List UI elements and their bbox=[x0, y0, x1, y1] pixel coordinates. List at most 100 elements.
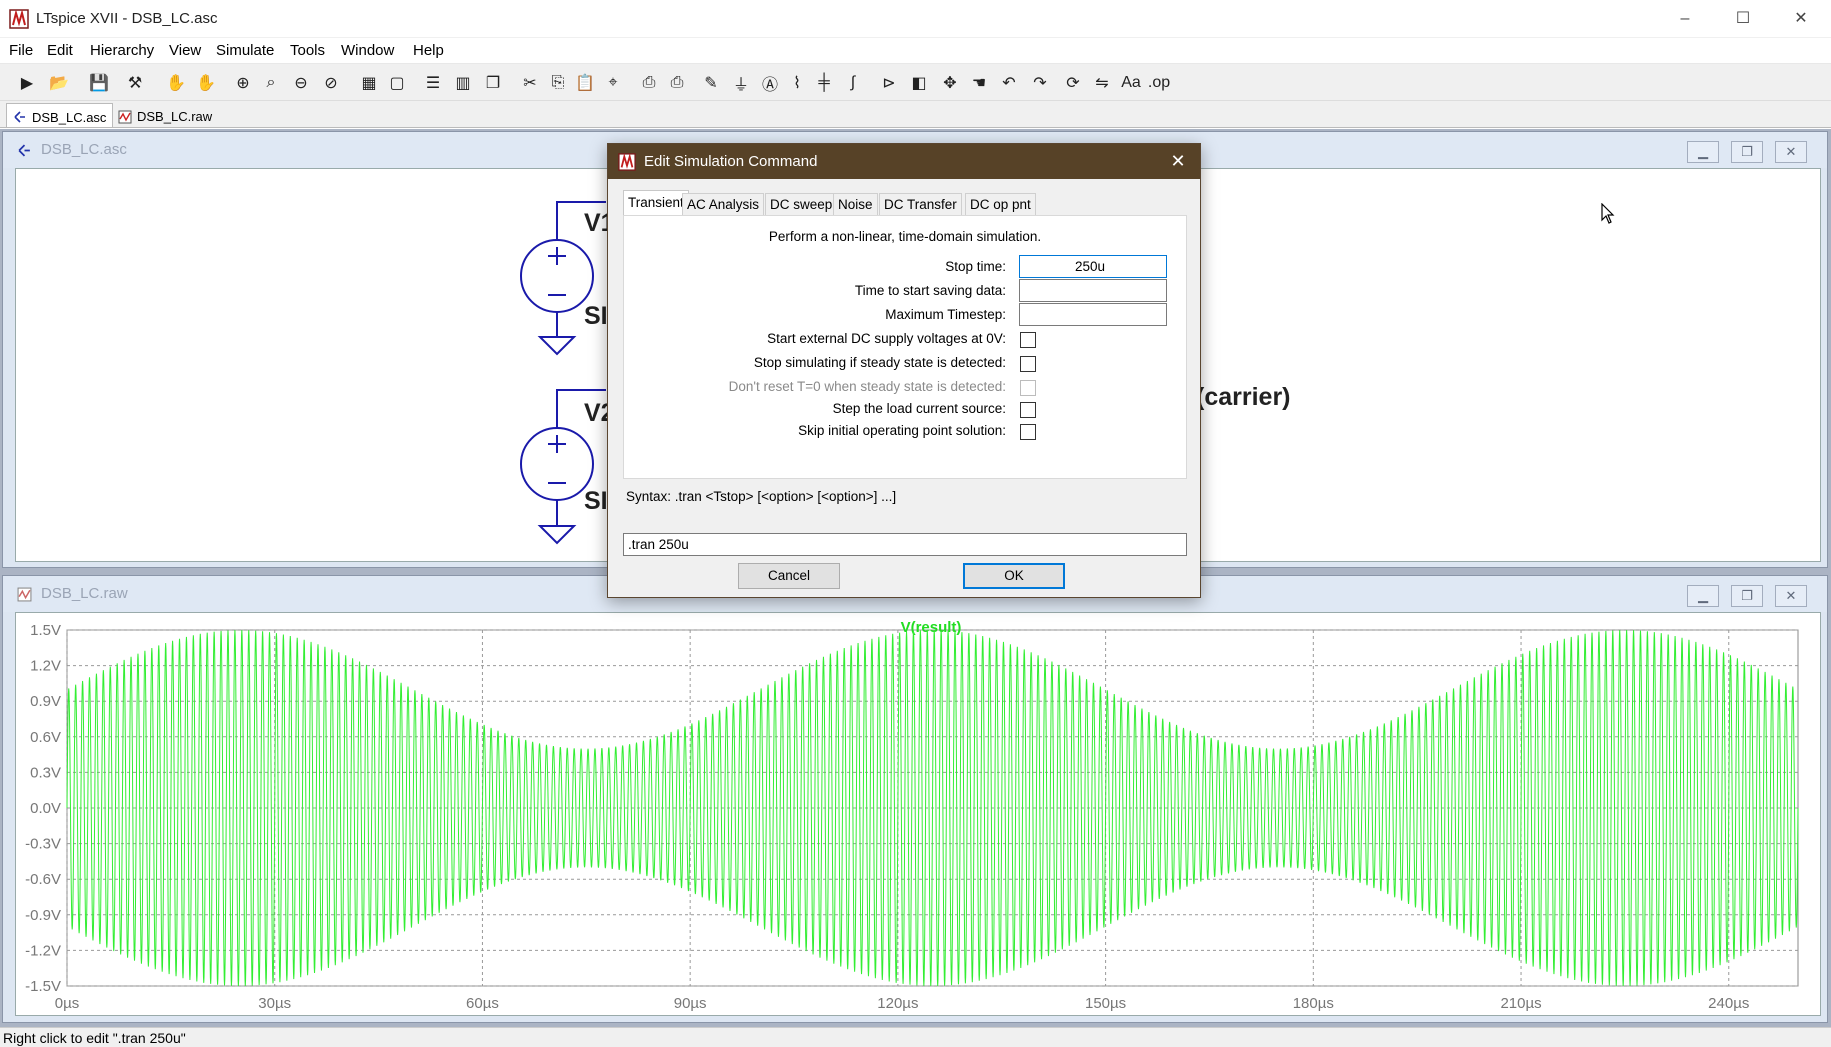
doc-tab-waveform[interactable]: DSB_LC.raw bbox=[112, 103, 218, 127]
mirror-icon[interactable]: ⇋ bbox=[1095, 75, 1109, 92]
halt-icon[interactable]: ✋ bbox=[166, 75, 186, 92]
redo-icon[interactable]: ↷ bbox=[1033, 75, 1047, 92]
cancel-button[interactable]: Cancel bbox=[738, 563, 840, 589]
zoom-cancel-icon[interactable]: ⊘ bbox=[324, 75, 338, 92]
start-dc-zero-checkbox[interactable] bbox=[1020, 332, 1036, 348]
waveform-plot-area[interactable]: 1.5V 1.2V 0.9V 0.6V 0.3V 0.0V -0.3V -0.6V -0.9V -… bbox=[15, 612, 1821, 1016]
pick-visible-icon[interactable]: ▢ bbox=[389, 75, 405, 92]
open-icon[interactable]: 📂 bbox=[49, 75, 69, 92]
resistor-icon[interactable]: ⌇ bbox=[793, 75, 801, 92]
waveform-minimize-button[interactable]: ▁ bbox=[1687, 585, 1719, 607]
waveform-close-button[interactable]: ✕ bbox=[1775, 585, 1807, 607]
carrier-label: (carrier) bbox=[1196, 383, 1291, 411]
y-tick-label: 0.0V bbox=[30, 800, 61, 817]
schematic-restore-button[interactable]: ❐ bbox=[1731, 141, 1763, 163]
pan-icon[interactable]: ✋ bbox=[196, 75, 216, 92]
doc-tab-schematic[interactable]: DSB_LC.asc bbox=[6, 103, 114, 127]
tab-dc-sweep[interactable]: DC sweep bbox=[765, 193, 838, 215]
y-tick-label: 1.5V bbox=[30, 622, 61, 639]
stop-time-input[interactable]: 250u bbox=[1019, 255, 1167, 278]
diode-icon[interactable]: ⊳ bbox=[882, 75, 896, 92]
tab-noise[interactable]: Noise bbox=[833, 193, 878, 215]
ltspice-logo-icon bbox=[618, 153, 636, 171]
trace-label[interactable]: V(result) bbox=[901, 619, 962, 636]
control-panel-icon[interactable]: ⚒ bbox=[127, 75, 143, 92]
label-net-icon[interactable]: Ⓐ bbox=[761, 77, 778, 94]
zoom-in-icon[interactable]: ⊕ bbox=[236, 75, 250, 92]
menu-file[interactable]: File bbox=[9, 42, 34, 59]
menu-help[interactable]: Help bbox=[413, 42, 444, 59]
autorange-icon[interactable]: ▦ bbox=[361, 75, 377, 92]
x-tick-label: 180µs bbox=[1293, 995, 1334, 1012]
x-tick-label: 0µs bbox=[55, 995, 80, 1012]
start-saving-input[interactable] bbox=[1019, 279, 1167, 302]
waveform-window: DSB_LC.raw ▁ ❐ ✕ 1.5V 1.2V 0.9V 0.6V 0.3V 0.0… bbox=[2, 575, 1828, 1023]
close-window-button[interactable]: ✕ bbox=[1794, 10, 1808, 27]
tab-transient[interactable]: Transient bbox=[623, 190, 689, 216]
schematic-close-button[interactable]: ✕ bbox=[1775, 141, 1807, 163]
y-tick-label: 0.9V bbox=[30, 693, 61, 710]
waveform-restore-button[interactable]: ❐ bbox=[1731, 585, 1763, 607]
edit-simulation-command-dialog: Edit Simulation Command ✕ Transient AC A… bbox=[607, 143, 1201, 598]
spice-directive-icon[interactable]: .op bbox=[1147, 74, 1171, 91]
text-icon[interactable]: Aa bbox=[1121, 74, 1141, 91]
paste-icon[interactable]: 📋 bbox=[575, 75, 595, 92]
menu-tools[interactable]: Tools bbox=[290, 42, 326, 59]
menu-hierarchy[interactable]: Hierarchy bbox=[90, 42, 155, 59]
menu-bar: File Edit Hierarchy View Simulate Tools … bbox=[0, 38, 1831, 64]
x-tick-label: 150µs bbox=[1085, 995, 1126, 1012]
tile-vertical-icon[interactable]: ▥ bbox=[455, 75, 471, 92]
command-line-input[interactable]: .tran 250u bbox=[623, 533, 1187, 556]
undo-icon[interactable]: ↶ bbox=[1002, 75, 1016, 92]
max-timestep-input[interactable] bbox=[1019, 303, 1167, 326]
rotate-icon[interactable]: ⟳ bbox=[1066, 75, 1080, 92]
tab-dc-transfer[interactable]: DC Transfer bbox=[879, 193, 962, 215]
steady-state-checkbox[interactable] bbox=[1020, 356, 1036, 372]
step-load-checkbox[interactable] bbox=[1020, 402, 1036, 418]
draw-wire-icon[interactable]: ✎ bbox=[704, 75, 718, 92]
y-axis-ticks: 1.5V 1.2V 0.9V 0.6V 0.3V 0.0V -0.3V -0.6V -0.9V -… bbox=[25, 622, 61, 995]
schematic-minimize-button[interactable]: ▁ bbox=[1687, 141, 1719, 163]
drag-icon[interactable]: ☚ bbox=[971, 75, 987, 92]
zoom-area-icon[interactable]: ⌕ bbox=[266, 74, 276, 91]
skip-op-point-checkbox[interactable] bbox=[1020, 424, 1036, 440]
ground-icon bbox=[537, 336, 577, 356]
document-tab-bar: DSB_LC.asc DSB_LC.raw bbox=[0, 101, 1831, 128]
menu-view[interactable]: View bbox=[169, 42, 202, 59]
run-icon[interactable]: ▶ bbox=[20, 75, 34, 92]
menu-window[interactable]: Window bbox=[341, 42, 395, 59]
waveform-icon bbox=[17, 587, 32, 602]
panel-description: Perform a non-linear, time-domain simula… bbox=[768, 229, 1042, 244]
ground-icon[interactable]: ⏚ bbox=[732, 77, 749, 94]
capacitor-icon[interactable]: ╪ bbox=[818, 74, 830, 91]
inductor-icon[interactable]: ∫ bbox=[850, 74, 856, 91]
zoom-out-icon[interactable]: ⊖ bbox=[294, 75, 308, 92]
y-tick-label: -0.3V bbox=[25, 836, 61, 853]
tab-ac-analysis[interactable]: AC Analysis bbox=[682, 193, 765, 215]
find-icon[interactable]: ⌖ bbox=[608, 74, 618, 91]
maximize-button[interactable]: ☐ bbox=[1735, 10, 1751, 27]
move-icon[interactable]: ✥ bbox=[943, 75, 957, 92]
tab-dc-op-pnt[interactable]: DC op pnt bbox=[965, 193, 1036, 215]
dialog-title: Edit Simulation Command bbox=[644, 153, 818, 170]
print-setup-icon[interactable]: ⎙ bbox=[670, 74, 684, 91]
no-reset-t0-label: Don't reset T=0 when steady state is det… bbox=[728, 379, 1006, 394]
copy-icon[interactable]: ⎘ bbox=[551, 74, 565, 91]
tile-horizontal-icon[interactable]: ☰ bbox=[425, 75, 441, 92]
x-tick-label: 120µs bbox=[877, 995, 918, 1012]
no-reset-t0-checkbox bbox=[1020, 380, 1036, 396]
x-tick-label: 210µs bbox=[1500, 995, 1541, 1012]
print-icon[interactable]: ⎙ bbox=[642, 74, 656, 91]
component-icon[interactable]: ◧ bbox=[911, 75, 927, 92]
cut-icon[interactable]: ✂ bbox=[523, 75, 537, 92]
save-icon[interactable]: 💾 bbox=[89, 75, 109, 92]
y-tick-label: -1.5V bbox=[25, 978, 61, 995]
start-dc-zero-label: Start external DC supply voltages at 0V: bbox=[767, 331, 1006, 346]
menu-simulate[interactable]: Simulate bbox=[216, 42, 275, 59]
ok-button[interactable]: OK bbox=[963, 563, 1065, 589]
menu-edit[interactable]: Edit bbox=[47, 42, 73, 59]
dialog-close-button[interactable]: ✕ bbox=[1170, 151, 1186, 171]
minimize-button[interactable]: – bbox=[1680, 10, 1690, 27]
cascade-icon[interactable]: ❐ bbox=[485, 75, 501, 92]
y-tick-label: -0.9V bbox=[25, 907, 61, 924]
